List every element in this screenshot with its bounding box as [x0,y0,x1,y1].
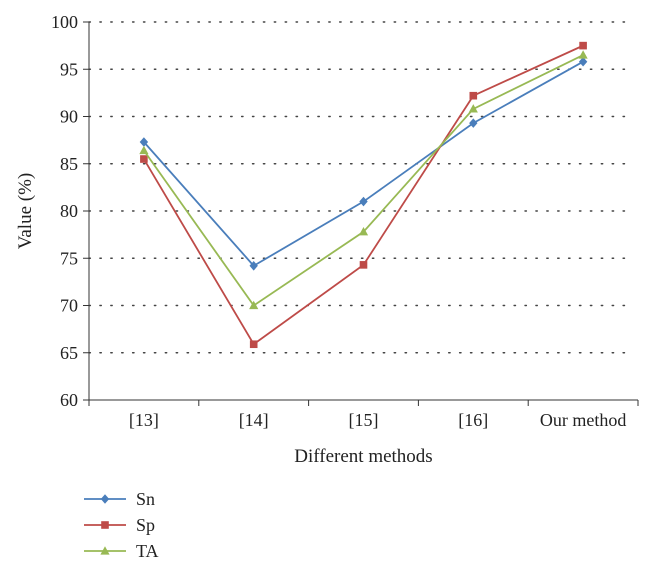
x-tick-label: [13] [129,410,159,430]
x-tick-label: [14] [239,410,269,430]
series-sp [140,41,587,349]
axes [83,21,639,406]
legend-marker [100,546,110,555]
data-point [249,340,258,349]
y-tick-label: 90 [60,107,78,127]
legend-label: Sn [136,489,155,509]
x-tick-label: [15] [349,410,379,430]
series-sn [139,56,588,271]
y-axis-label: Value (%) [15,173,36,250]
series-ta [139,50,588,310]
data-point [359,261,368,269]
series-line [143,44,584,346]
data-point [249,300,259,310]
y-tick-label: 70 [60,296,78,316]
x-axis-label: Different methods [294,446,432,467]
legend-marker [101,521,109,529]
legend-item-sn: Sn [84,489,155,509]
legend-item-sp: Sp [84,515,155,535]
y-tick-label: 80 [60,201,78,221]
data-point [469,91,478,100]
data-point [139,145,149,155]
legend: Sn Sp TA [84,489,159,561]
y-tick-labels: 60 65 70 75 80 85 90 95 100 [51,12,78,410]
y-tick-label: 60 [60,390,78,410]
data-point [578,56,588,67]
x-tick-label: Our method [540,410,626,430]
data-point [358,226,369,236]
legend-item-ta: TA [84,541,159,561]
legend-label: TA [136,541,159,561]
y-tick-label: 65 [60,343,78,363]
data-point [249,261,258,271]
x-tick-label: [16] [458,410,488,430]
data-point [140,155,148,163]
y-tick-label: 100 [51,12,78,32]
data-point [359,196,368,207]
y-tick-label: 85 [60,154,78,174]
data-point [578,50,588,59]
data-point [579,41,587,50]
y-tick-label: 95 [60,59,78,79]
x-tick-labels: [13] [14] [15] [16] Our method [129,410,626,430]
data-point [139,137,149,147]
data-point [469,118,478,128]
data-point [468,104,478,113]
y-tick-label: 75 [60,248,78,268]
legend-marker [100,494,110,504]
series-lines [139,41,588,349]
legend-label: Sp [136,515,155,535]
